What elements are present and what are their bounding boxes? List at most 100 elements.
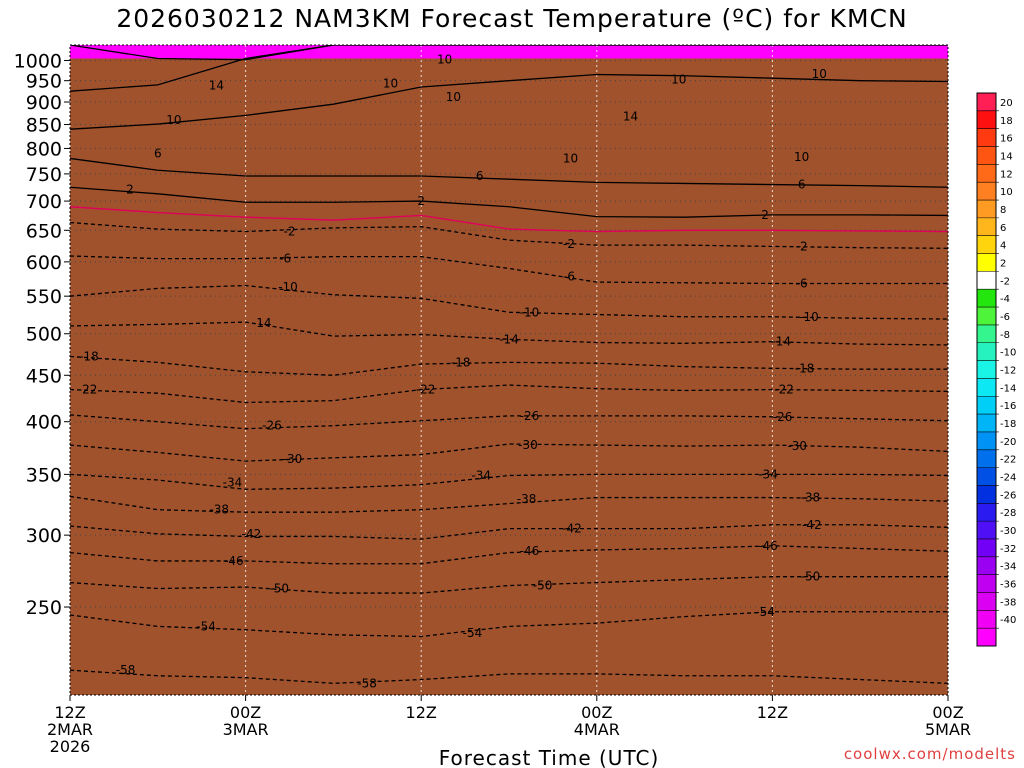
contour-label: -30: [518, 438, 538, 452]
colorbar-label: 4: [1000, 241, 1006, 252]
colorbar-label: -12: [1000, 366, 1016, 377]
contour-label: -14: [252, 316, 272, 330]
y-tick-label: 1000: [14, 50, 62, 72]
colorbar-label: -26: [1000, 490, 1016, 501]
temperature-fill-layer: [70, 45, 948, 695]
colorbar-swatch: [977, 538, 996, 558]
colorbar-label: -32: [1000, 544, 1016, 555]
colorbar-swatch: [977, 485, 996, 504]
colorbar-swatch: [977, 592, 996, 611]
colorbar-swatch: [977, 342, 996, 362]
contour-label: -50: [801, 570, 821, 584]
contour-label: -18: [795, 361, 815, 375]
chart-title: 2026030212 NAM3KM Forecast Temperature (…: [116, 4, 908, 33]
contour-label: -50: [269, 582, 289, 596]
contour-label: -38: [801, 491, 821, 505]
x-axis-label: Forecast Time (UTC): [439, 746, 660, 768]
colorbar-swatch: [977, 146, 996, 165]
x-tick-label: 3MAR: [223, 720, 269, 739]
isotherm-line-18: [70, 45, 948, 61]
x-tick-label: 4MAR: [574, 720, 620, 739]
contour-label: -46: [520, 544, 540, 558]
y-tick-label: 400: [26, 412, 62, 434]
colorbar-label: 2: [1000, 258, 1006, 269]
contour-label: 10: [166, 113, 181, 127]
colorbar-swatch: [977, 378, 996, 397]
contour-label: -10: [520, 305, 540, 319]
contour-label: -6: [563, 270, 575, 284]
colorbar-swatch: [977, 164, 996, 183]
colorbar-swatch: [977, 271, 996, 290]
colorbar-label: 14: [1000, 151, 1013, 162]
colorbar-swatch: [977, 503, 996, 522]
contour-label: -26: [773, 410, 793, 424]
contour-label: 2: [417, 194, 425, 208]
contour-label: 6: [154, 146, 162, 160]
colorbar-swatch: [977, 110, 996, 130]
contour-label: -38: [517, 492, 537, 506]
contour-label: -2: [796, 239, 808, 253]
contour-label: -54: [196, 619, 216, 633]
x-tick-label: 12Z: [54, 703, 85, 722]
colorbar-swatch: [977, 396, 996, 415]
colorbar-label: -30: [1000, 526, 1016, 537]
colorbar-label: -10: [1000, 348, 1016, 359]
contour-label: 10: [446, 90, 461, 104]
credit-text: coolwx.com/modelts: [843, 745, 1016, 763]
isotherm-line-14: [70, 45, 948, 92]
contour-label: 10: [794, 150, 809, 164]
contour-label: -42: [802, 518, 822, 532]
contour-label: -54: [755, 605, 775, 619]
y-tick-label: 450: [26, 365, 62, 387]
contour-label: -34: [758, 467, 778, 481]
contour-label: -38: [209, 503, 229, 517]
colorbar-swatch: [977, 324, 996, 344]
x-tick-label: 00Z: [932, 703, 963, 722]
contour-label: -6: [279, 252, 291, 266]
colorbar-frame: [976, 92, 997, 647]
contour-label: -30: [283, 452, 303, 466]
contour-label: 10: [383, 77, 398, 91]
isotherm-line-0: [70, 206, 948, 233]
contour-label: -42: [562, 522, 582, 536]
contour-label: -58: [357, 676, 377, 690]
contour-label: 6: [476, 169, 484, 183]
colorbar-label: 20: [1000, 98, 1013, 109]
colorbar-label: -16: [1000, 401, 1016, 412]
x-tick-label: 2026: [50, 737, 91, 756]
colorbar-swatch: [977, 182, 996, 201]
isotherm-line-10: [70, 73, 948, 130]
contour-label: -34: [223, 475, 243, 489]
colorbar-label: 6: [1000, 223, 1006, 234]
contour-label: -30: [787, 439, 807, 453]
contour-label: -46: [224, 554, 244, 568]
colorbar-swatch: [977, 574, 996, 593]
colorbar-swatch: [977, 128, 996, 148]
contour-label: -10: [278, 280, 298, 294]
y-tick-label: 350: [26, 464, 62, 486]
contour-label: -22: [78, 383, 98, 397]
contour-label: 10: [563, 151, 578, 165]
y-tick-label: 850: [26, 115, 62, 137]
colorbar-label: -20: [1000, 437, 1016, 448]
y-tick-label: 300: [26, 525, 62, 547]
contour-label: 14: [209, 79, 224, 93]
x-tick-label: 12Z: [406, 703, 437, 722]
colorbar-swatch: [977, 628, 996, 647]
colorbar-label: -36: [1000, 580, 1016, 591]
contour-label: -26: [520, 409, 540, 423]
colorbar-label: -34: [1000, 562, 1016, 573]
contour-label: 6: [798, 178, 806, 192]
colorbar-swatch: [977, 93, 996, 112]
contour-label: 10: [437, 53, 452, 67]
colorbar-label: -40: [1000, 615, 1016, 626]
colorbar-label: 8: [1000, 205, 1006, 216]
contour-label: -34: [471, 468, 491, 482]
colorbar-swatch: [977, 449, 996, 469]
contour-label: -6: [796, 276, 808, 290]
colorbar-label: -18: [1000, 419, 1016, 430]
colorbar-label: 12: [1000, 169, 1013, 180]
colorbar-swatch: [977, 360, 996, 379]
